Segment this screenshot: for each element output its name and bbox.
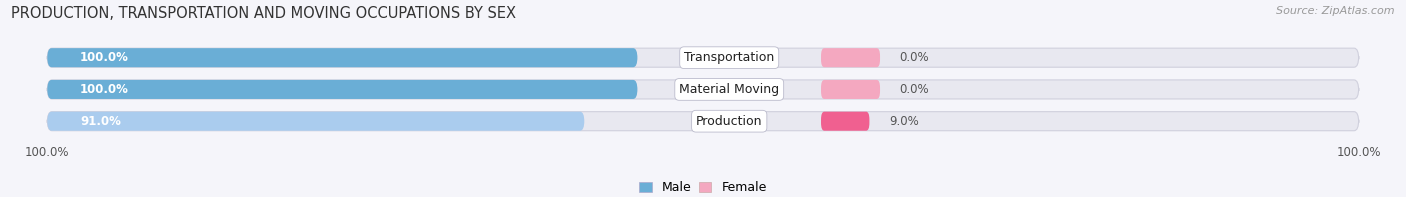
Text: Source: ZipAtlas.com: Source: ZipAtlas.com xyxy=(1277,6,1395,16)
FancyBboxPatch shape xyxy=(48,112,585,131)
FancyBboxPatch shape xyxy=(48,112,1358,131)
Text: 100.0%: 100.0% xyxy=(80,83,129,96)
FancyBboxPatch shape xyxy=(821,112,869,131)
Text: 0.0%: 0.0% xyxy=(900,83,929,96)
Text: 0.0%: 0.0% xyxy=(900,51,929,64)
FancyBboxPatch shape xyxy=(48,80,637,99)
FancyBboxPatch shape xyxy=(48,48,1358,67)
Text: Material Moving: Material Moving xyxy=(679,83,779,96)
Text: Transportation: Transportation xyxy=(685,51,775,64)
FancyBboxPatch shape xyxy=(48,48,637,67)
Text: 91.0%: 91.0% xyxy=(80,115,121,128)
FancyBboxPatch shape xyxy=(821,80,880,99)
Text: 100.0%: 100.0% xyxy=(80,51,129,64)
Legend: Male, Female: Male, Female xyxy=(640,181,766,194)
Text: 9.0%: 9.0% xyxy=(889,115,920,128)
Text: PRODUCTION, TRANSPORTATION AND MOVING OCCUPATIONS BY SEX: PRODUCTION, TRANSPORTATION AND MOVING OC… xyxy=(11,6,516,21)
FancyBboxPatch shape xyxy=(48,80,1358,99)
Text: Production: Production xyxy=(696,115,762,128)
FancyBboxPatch shape xyxy=(821,48,880,67)
